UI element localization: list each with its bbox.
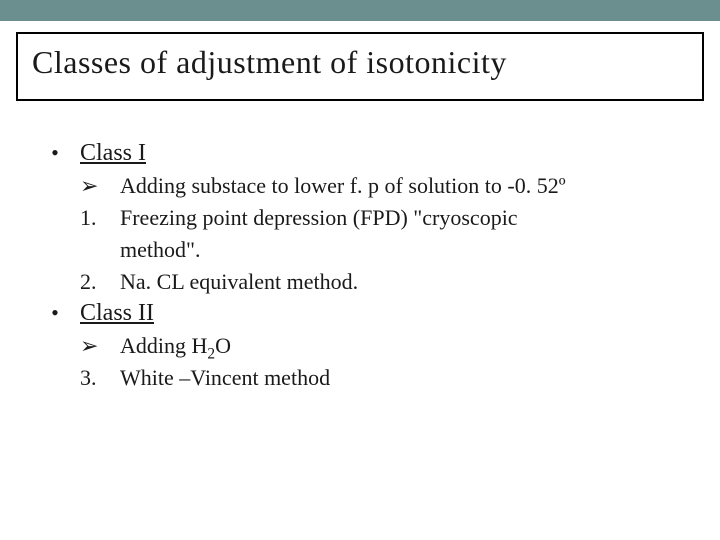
class2-label: Class II bbox=[80, 299, 154, 327]
item1-marker: 1. bbox=[80, 203, 120, 233]
arrow-icon: ➢ bbox=[80, 171, 120, 201]
class1-label: Class I bbox=[80, 139, 146, 167]
spacer bbox=[0, 22, 720, 32]
item2-text: Na. CL equivalent method. bbox=[120, 267, 358, 297]
class2-arrow-item: ➢ Adding H2O bbox=[30, 331, 690, 361]
item1-text-line2: method". bbox=[30, 235, 690, 265]
slide-title: Classes of adjustment of isotonicity bbox=[32, 44, 688, 81]
arrow-suffix: O bbox=[215, 333, 231, 358]
slide-content: • Class I ➢ Adding substace to lower f. … bbox=[0, 101, 720, 393]
arrow-prefix: Adding H bbox=[120, 333, 207, 358]
bullet-icon: • bbox=[30, 299, 80, 327]
item3-marker: 3. bbox=[80, 363, 120, 393]
top-accent-bar bbox=[0, 0, 720, 22]
class2-header: • Class II bbox=[30, 299, 690, 327]
class2-item3: 3. White –Vincent method bbox=[30, 363, 690, 393]
item3-text: White –Vincent method bbox=[120, 363, 330, 393]
item1-text-line1: Freezing point depression (FPD) "cryosco… bbox=[120, 203, 518, 233]
class1-arrow-item: ➢ Adding substace to lower f. p of solut… bbox=[30, 171, 690, 201]
class1-item2: 2. Na. CL equivalent method. bbox=[30, 267, 690, 297]
class1-header: • Class I bbox=[30, 139, 690, 167]
class1-arrow-text: Adding substace to lower f. p of solutio… bbox=[120, 171, 566, 201]
bullet-icon: • bbox=[30, 139, 80, 167]
arrow-subscript: 2 bbox=[207, 345, 215, 362]
arrow-icon: ➢ bbox=[80, 331, 120, 361]
title-box: Classes of adjustment of isotonicity bbox=[16, 32, 704, 101]
item2-marker: 2. bbox=[80, 267, 120, 297]
class2-arrow-text: Adding H2O bbox=[120, 331, 231, 361]
class1-item1: 1. Freezing point depression (FPD) "cryo… bbox=[30, 203, 690, 233]
